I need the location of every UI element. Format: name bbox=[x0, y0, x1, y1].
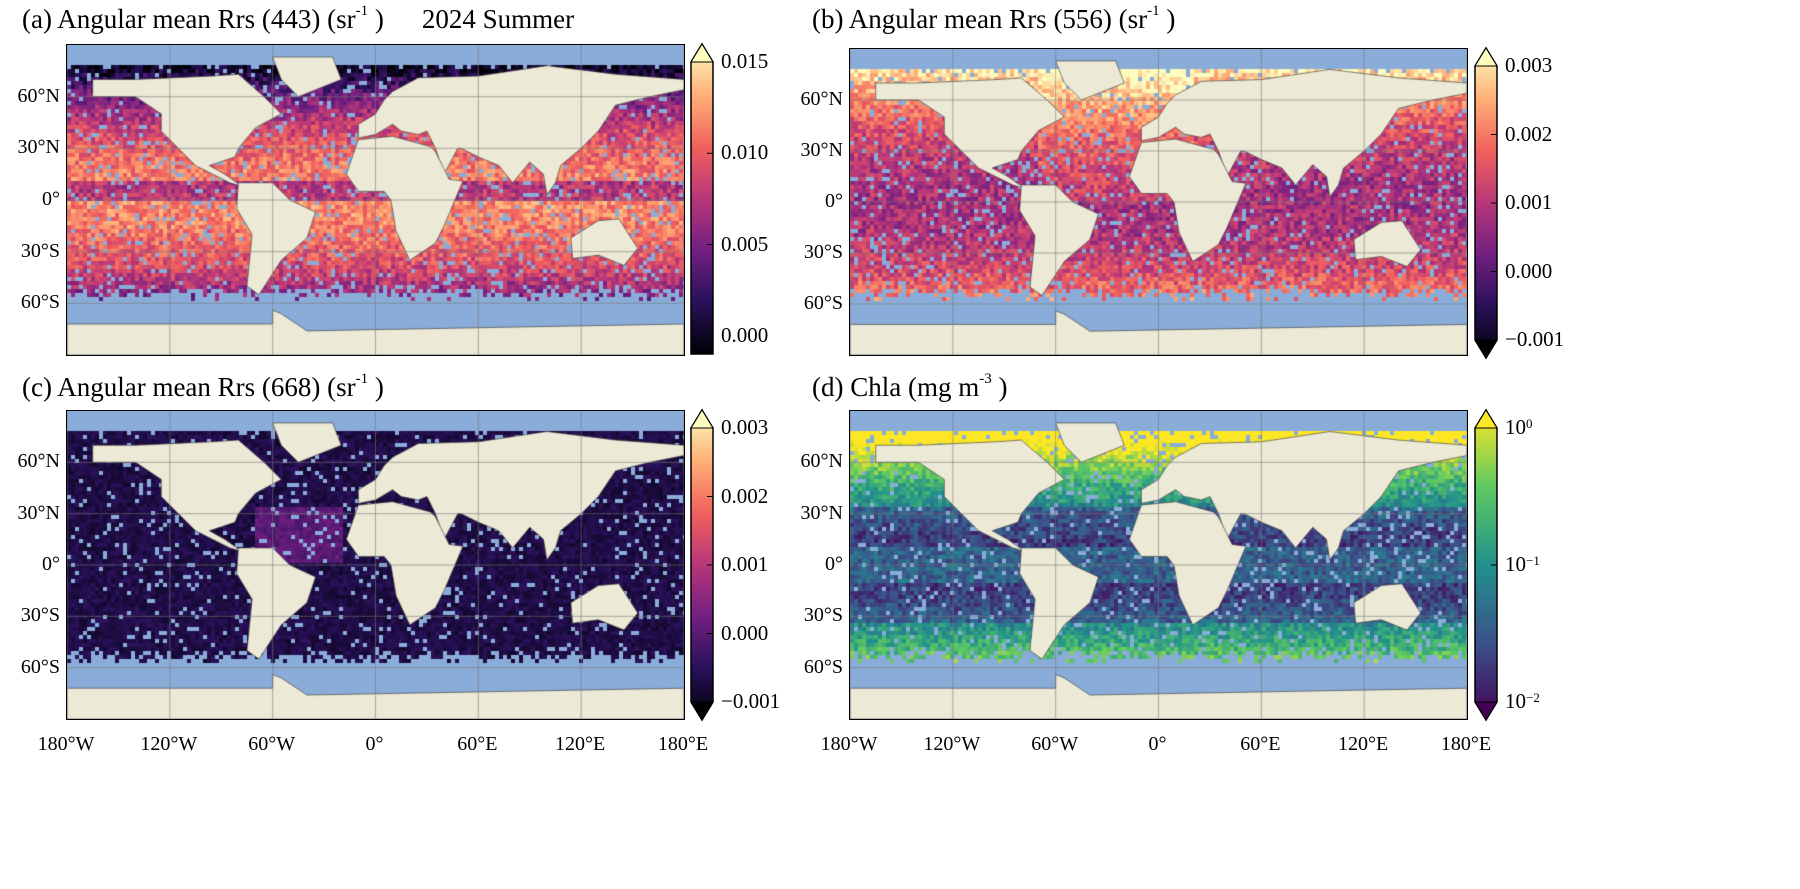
lon-tick-label: 180°E bbox=[1440, 733, 1492, 755]
lon-tick-label: 0° bbox=[365, 733, 384, 755]
lon-tick-label: 60°W bbox=[248, 733, 296, 755]
colorbar-extend-min bbox=[1474, 339, 1498, 359]
colorbar-tick-label: 0.003 bbox=[1505, 53, 1553, 77]
lat-tick-label: 30°S bbox=[20, 604, 60, 627]
lat-tick-label: 60°S bbox=[803, 655, 843, 678]
colorbar-tick-label: 10−1 bbox=[1505, 554, 1540, 575]
panel-b-title: (b) Angular mean Rrs (556) (sr-1 ) bbox=[812, 3, 1176, 34]
lat-tick-label: 60°S bbox=[20, 291, 60, 314]
season-label: 2024 Summer bbox=[421, 4, 575, 34]
tick-exponent: −1 bbox=[1526, 553, 1540, 568]
colorbar-tick-label: 0.003 bbox=[721, 415, 769, 439]
lat-tick-label: 60°N bbox=[17, 84, 60, 107]
lat-tick-label: 30°N bbox=[800, 139, 843, 161]
colorbar-tick-label: 0.001 bbox=[1505, 190, 1553, 214]
lon-tick-label: 120°W bbox=[140, 733, 198, 755]
lat-tick-label: 60°S bbox=[803, 292, 843, 314]
lat-tick-label: 60°N bbox=[800, 88, 843, 110]
tick-base: 10 bbox=[1505, 415, 1526, 439]
map-panel-b bbox=[849, 48, 1468, 356]
lat-tick-label: 30°S bbox=[20, 239, 60, 262]
lon-tick-label: 60°E bbox=[457, 733, 498, 755]
map-panel-a bbox=[66, 44, 685, 356]
lat-tick-label: 0° bbox=[825, 190, 843, 212]
lat-tick-label: 30°S bbox=[803, 604, 843, 627]
colorbar-extend-max bbox=[690, 43, 714, 63]
colorbar-tick-label: 0.010 bbox=[721, 140, 769, 165]
map-panel-c bbox=[66, 410, 685, 720]
colorbar-extend-max bbox=[1474, 47, 1498, 67]
lon-tick-label: 120°E bbox=[555, 733, 606, 755]
colorbar-c bbox=[690, 408, 714, 722]
tick-exponent: −2 bbox=[1526, 690, 1540, 705]
lat-tick-label: 0° bbox=[825, 553, 843, 575]
lat-tick-label: 0° bbox=[42, 188, 60, 210]
colorbar-a bbox=[690, 42, 714, 355]
colorbar-extend-max bbox=[1474, 409, 1498, 429]
colorbar-tick-label: 0.015 bbox=[721, 49, 769, 73]
colorbar-tick-label: 0.000 bbox=[721, 620, 769, 645]
colorbar-tick-label: 100 bbox=[1505, 417, 1533, 438]
lon-tick-label: 180°W bbox=[37, 733, 95, 755]
lat-tick-label: 30°N bbox=[17, 501, 60, 524]
colorbar-tick-label: 0.000 bbox=[721, 322, 769, 347]
colorbar-tick-label: −0.001 bbox=[721, 689, 781, 713]
colorbar-d bbox=[1474, 408, 1498, 722]
lon-tick-label: 120°W bbox=[923, 733, 981, 755]
colorbar-extend-min bbox=[1474, 701, 1498, 721]
colorbar-tick-label: −0.001 bbox=[1505, 327, 1565, 351]
colorbar-tick-label: 10−2 bbox=[1505, 691, 1540, 712]
tick-base: 10 bbox=[1505, 689, 1526, 713]
lon-tick-label: 120°E bbox=[1338, 733, 1389, 755]
panel-a-title: (a) Angular mean Rrs (443) (sr-1 ) 2024 S… bbox=[22, 3, 575, 34]
lon-tick-label: 60°W bbox=[1031, 733, 1079, 755]
tick-base: 10 bbox=[1505, 552, 1526, 576]
colorbar-extend-max bbox=[690, 409, 714, 429]
lon-tick-label: 0° bbox=[1148, 733, 1167, 755]
colorbar-b bbox=[1474, 46, 1498, 360]
lat-tick-label: 30°N bbox=[800, 501, 843, 524]
lat-tick-label: 60°S bbox=[20, 655, 60, 678]
lat-tick-label: 30°N bbox=[17, 136, 60, 159]
lon-tick-label: 180°W bbox=[820, 733, 878, 755]
lat-tick-label: 0° bbox=[42, 553, 60, 575]
tick-exponent: 0 bbox=[1526, 416, 1533, 431]
colorbar-tick-label: 0.001 bbox=[721, 552, 769, 576]
colorbar-a-bar bbox=[690, 42, 714, 355]
lon-tick-label: 180°E bbox=[657, 733, 709, 755]
colorbar-tick-label: 0.002 bbox=[1505, 121, 1553, 146]
lat-tick-label: 60°N bbox=[17, 450, 60, 473]
panel-c-title: (c) Angular mean Rrs (668) (sr-1 ) bbox=[22, 371, 384, 402]
colorbar-tick-label: 0.005 bbox=[721, 231, 769, 256]
lat-tick-label: 30°S bbox=[803, 241, 843, 263]
lon-tick-label: 60°E bbox=[1240, 733, 1281, 755]
map-panel-d bbox=[849, 410, 1468, 720]
colorbar-tick-label: 0.000 bbox=[1505, 258, 1553, 283]
colorbar-tick-label: 0.002 bbox=[721, 483, 769, 508]
colorbar-extend-min bbox=[690, 701, 714, 721]
panel-d-title: (d) Chla (mg m-3 ) bbox=[812, 371, 1008, 402]
lat-tick-label: 60°N bbox=[800, 450, 843, 473]
